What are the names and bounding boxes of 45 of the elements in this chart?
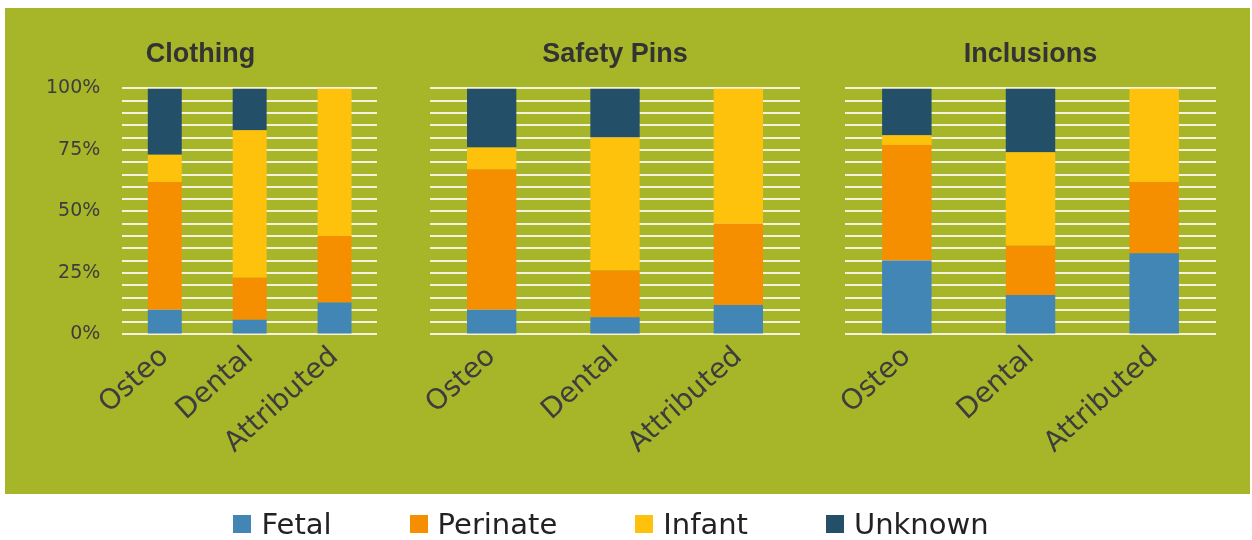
bar [1129,181,1179,254]
bar [147,181,182,310]
bar [713,88,763,224]
bar [467,147,517,170]
bar [590,88,640,138]
legend-label: Fetal [261,507,332,540]
bar [1005,152,1056,246]
bar [590,270,640,318]
bar [232,319,267,334]
bar [1005,295,1056,334]
bar [590,137,640,271]
bar [1129,88,1179,182]
bar [882,88,932,136]
legend-label: Unknown [853,507,989,540]
bar [882,144,932,261]
bar [467,88,517,148]
y-tick-label: 50% [58,198,101,221]
y-tick-label: 100% [45,75,101,98]
bar [232,88,267,131]
bar [147,154,182,182]
chart-title: Clothing [145,37,256,68]
bar [317,302,352,334]
chart-title: Inclusions [963,37,1098,68]
bar [713,223,763,305]
y-tick-label: 0% [70,321,101,344]
bar [1129,253,1179,334]
chart-title: Safety Pins [542,37,688,68]
bar [882,260,932,334]
bar [467,169,517,310]
bar [317,88,352,237]
legend-label: Infant [663,507,748,540]
bar [317,236,352,303]
bar [147,309,182,334]
bar [147,88,182,155]
bar [232,130,267,278]
bar [882,135,932,145]
y-tick-label: 25% [58,259,101,282]
bar [713,304,763,334]
y-tick-label: 75% [58,136,101,159]
bar [232,277,267,320]
legend-label: Perinate [437,507,558,540]
bar [1005,245,1056,296]
bar [467,309,517,334]
bar [1005,88,1056,153]
bar [590,317,640,334]
